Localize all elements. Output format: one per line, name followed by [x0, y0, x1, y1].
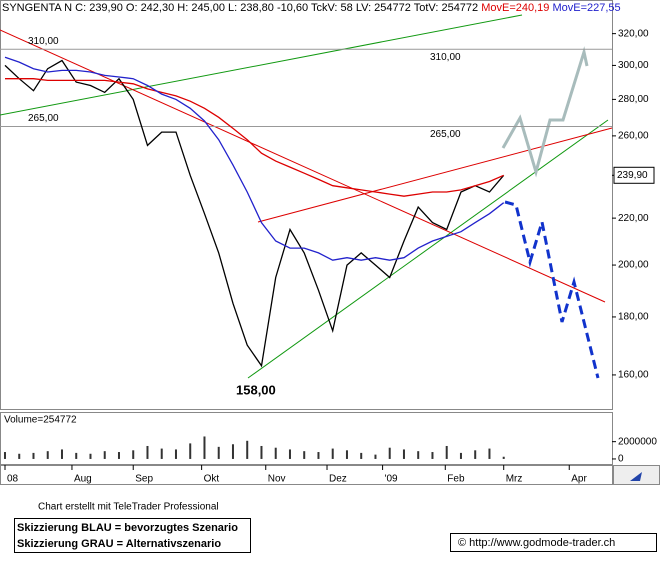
hline-label: 310,00 [28, 36, 59, 47]
volume-bar [132, 450, 135, 459]
corner-icon [630, 472, 642, 481]
hline-label: 265,00 [28, 113, 59, 124]
volume-bar [459, 452, 462, 459]
volume-bar [445, 445, 448, 459]
volume-bar [502, 456, 505, 459]
volume-bar [203, 436, 206, 459]
hline-label: 265,00 [430, 129, 461, 140]
price-line [4, 59, 505, 368]
x-tick-label: Dez [329, 474, 347, 485]
x-tick-label: Feb [447, 474, 465, 485]
main-scenario [504, 200, 600, 379]
volume-bar [345, 450, 348, 459]
x-tick-label: Mrz [506, 474, 523, 485]
header-text: SYNGENTA N C: 239,90 O: 242,30 H: 245,00… [2, 2, 478, 14]
volume-bar [231, 444, 234, 459]
volume-label: Volume=254772 [4, 415, 77, 426]
x-tick-label: Aug [74, 474, 92, 485]
volume-bar [46, 451, 49, 459]
volume-bar [89, 453, 92, 459]
volume-tick-label: 0 [618, 454, 624, 465]
volume-bar [174, 449, 177, 459]
y-tick-label: 180,00 [618, 312, 649, 323]
y-tick-label: 160,00 [618, 370, 649, 381]
copyright-box [450, 533, 657, 552]
volume-bar [3, 452, 6, 459]
volume-bar [146, 445, 149, 459]
volume-bar [331, 448, 334, 459]
legend-line: Skizzierung BLAU = bevorzugtes Szenario [17, 522, 238, 534]
volume-bar [402, 449, 405, 459]
alt-scenario [501, 46, 589, 178]
hline-label: 310,00 [430, 52, 461, 63]
volume-tick-label: 2000000 [618, 436, 657, 447]
drawings [0, 14, 613, 379]
volume-bar [274, 447, 277, 459]
volume-bar [303, 451, 306, 459]
volume-bar [288, 449, 291, 459]
x-tick-label: Okt [204, 474, 220, 485]
copyright: © http://www.godmode-trader.ch [458, 537, 615, 549]
volume-bar [317, 452, 320, 459]
ma-label: MovE=240,19 [481, 2, 549, 14]
volume-bar [488, 448, 491, 459]
price-panel [0, 0, 613, 410]
volume-bar [117, 452, 120, 459]
trend-line [247, 119, 609, 379]
volume-bar [103, 451, 106, 459]
y-tick-label: 280,00 [618, 94, 649, 105]
volume-bar [360, 452, 363, 459]
last-price-box [613, 166, 655, 184]
volume-bar [417, 451, 420, 459]
trend-line [0, 29, 606, 303]
volume-bar [32, 452, 35, 459]
price-line [4, 56, 505, 261]
last-price-label: 239,90 [617, 170, 648, 181]
y-tick-label: 320,00 [618, 28, 649, 39]
legend-line: Skizzierung GRAU = Alternativszenario [17, 538, 221, 550]
trend-line [0, 14, 523, 116]
volume-bar [374, 454, 377, 459]
x-tick-label: Sep [135, 474, 153, 485]
trend-line [257, 127, 613, 223]
legend-box [14, 518, 251, 553]
ma-label: MovE=227,55 [552, 2, 620, 14]
y-tick-label: 300,00 [618, 60, 649, 71]
footer: Chart erstellt mit TeleTrader Profession… [38, 502, 219, 513]
volume-bar [189, 443, 192, 459]
x-tick-label: Nov [268, 474, 286, 485]
volume-bar [388, 447, 391, 459]
x-tick-label: Apr [571, 474, 587, 485]
volume-bar [60, 449, 63, 459]
y-tick-label: 200,00 [618, 260, 649, 271]
corner-box [613, 465, 660, 485]
volume-bar [260, 445, 263, 459]
volume-bar [160, 448, 163, 459]
x-tick-label: 08 [7, 474, 19, 485]
volume-bar [431, 452, 434, 459]
y-tick-label: 260,00 [618, 131, 649, 142]
y-tick-label: 220,00 [618, 213, 649, 224]
x-axis-panel [0, 465, 613, 485]
price-line [5, 78, 504, 197]
volume-bar [474, 450, 477, 459]
volume-bar [75, 452, 78, 459]
x-tick-label: '09 [385, 474, 398, 485]
volume-bar [18, 453, 21, 459]
volume-bar [246, 440, 249, 459]
header: SYNGENTA N C: 239,90 O: 242,30 H: 245,00… [2, 2, 621, 14]
volume-panel [0, 412, 613, 465]
low-annotation: 158,00 [236, 383, 276, 398]
volume-bar [217, 446, 220, 459]
